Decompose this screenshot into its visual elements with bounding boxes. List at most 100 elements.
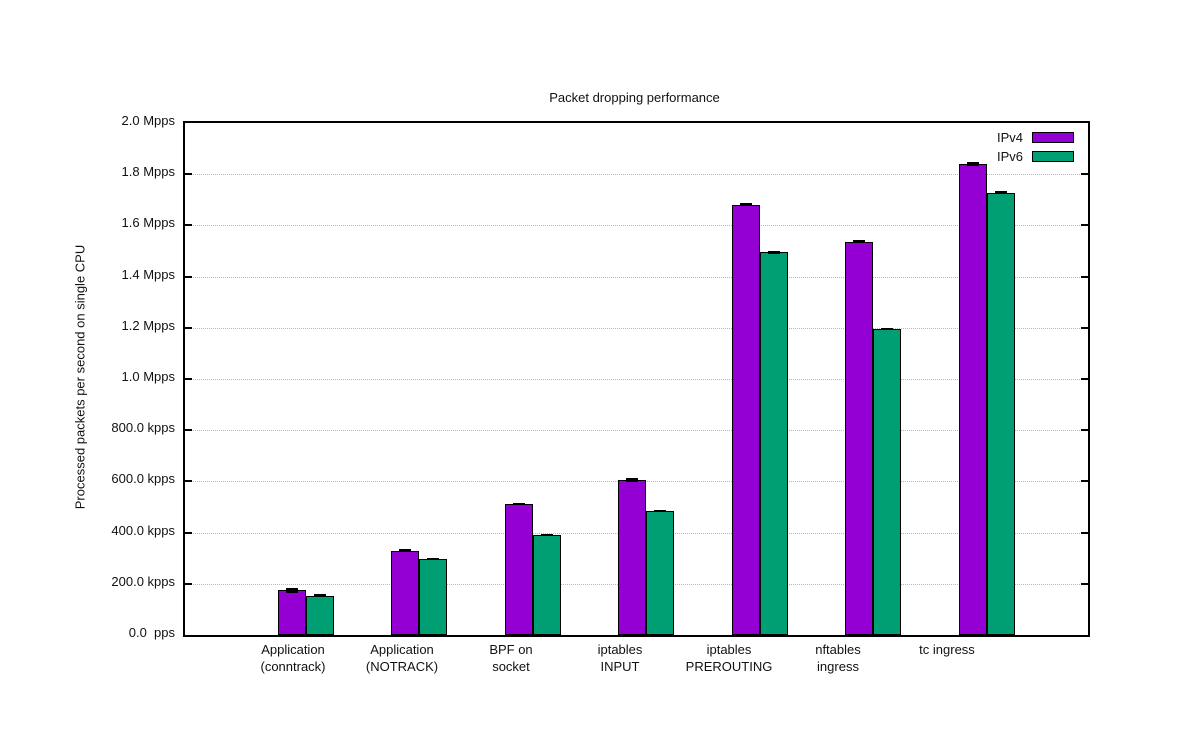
y-tick-label: 200.0 kpps [111, 573, 175, 589]
x-category-label: iptables PREROUTING [654, 641, 804, 675]
error-bar-cap-bottom [427, 557, 440, 560]
legend: IPv4 IPv6 [997, 130, 1074, 164]
bar-ipv4 [958, 163, 987, 635]
x-category-label-line: Application [261, 642, 325, 657]
error-bar-line [631, 478, 634, 483]
error-bar-cap-bottom [654, 510, 667, 513]
legend-row: IPv6 [997, 149, 1074, 164]
bar-ipv6 [532, 535, 561, 635]
x-category-label-line: Application [370, 642, 434, 657]
gridline [185, 174, 1088, 176]
x-category-label: iptables INPUT [545, 641, 695, 675]
y-tick-label: 400.0 kpps [111, 522, 175, 538]
x-category-label-line: (conntrack) [260, 659, 326, 674]
right-tick [1081, 429, 1088, 432]
x-category-label-line: nftables [815, 642, 861, 657]
right-tick [1081, 275, 1088, 278]
bar-ipv6 [759, 252, 788, 635]
error-bar-cap-bottom [626, 480, 639, 483]
bar-ipv4 [391, 550, 420, 635]
error-bar-cap-top [739, 203, 752, 206]
x-category-label-line: (NOTRACK) [365, 659, 439, 674]
x-category-label-line: tc ingress [919, 642, 975, 657]
x-category-label-line: socket [492, 659, 530, 674]
error-bar-cap-top [853, 239, 866, 242]
bar-ipv6 [986, 192, 1015, 635]
y-tick-label: 1.0 Mpps [121, 369, 175, 384]
error-bar-cap-bottom [739, 204, 752, 207]
left-tick [185, 378, 192, 380]
left-tick [185, 224, 192, 227]
left-tick [185, 480, 192, 483]
right-tick [1081, 531, 1088, 534]
error-bar-cap-bottom [767, 251, 780, 254]
error-bar-cap-bottom [512, 503, 525, 506]
right-tick [1081, 326, 1088, 329]
error-bar-cap-bottom [853, 241, 866, 244]
gridline [185, 276, 1088, 278]
bar-ipv6 [419, 558, 448, 635]
x-category-label-line: ingress [817, 659, 859, 674]
x-category-label-line: PREROUTING [685, 659, 773, 674]
x-category-label-line: BPF on [489, 642, 533, 657]
error-bar-cap-bottom [399, 549, 412, 552]
x-category-label: Application (conntrack) [218, 641, 368, 675]
bar-ipv6 [873, 329, 902, 635]
plot-area: IPv4 IPv6 [183, 121, 1090, 637]
x-category-label: Application (NOTRACK) [327, 641, 477, 675]
bar-ipv4 [731, 204, 760, 635]
bar-ipv6 [305, 595, 334, 635]
bar-ipv4 [504, 503, 533, 635]
error-bar-cap-top [994, 191, 1007, 194]
error-bar-cap-bottom [285, 590, 298, 593]
legend-swatch [1032, 151, 1074, 162]
error-bar-cap-bottom [994, 192, 1007, 195]
error-bar-cap-top [626, 478, 639, 481]
y-tick-label: 800.0 kpps [111, 420, 175, 436]
gridline [185, 379, 1088, 380]
legend-swatch [1032, 132, 1074, 143]
error-bar-cap-top [767, 250, 780, 253]
x-category-label: BPF on socket [436, 641, 586, 675]
chart-title: Packet dropping performance [549, 90, 720, 105]
left-tick [185, 275, 192, 278]
x-category-label: nftables ingress [763, 641, 913, 675]
right-tick [1081, 224, 1088, 227]
y-tick-label: 1.2 Mpps [121, 317, 175, 333]
x-category-label-line: INPUT [600, 659, 640, 674]
legend-label: IPv4 [996, 130, 1023, 145]
y-tick-label: 2.0 Mpps [121, 113, 175, 128]
x-category-label-line: iptables [597, 642, 643, 657]
right-tick [1081, 173, 1088, 176]
right-tick [1081, 378, 1088, 380]
right-tick [1081, 582, 1088, 585]
bar-ipv4 [277, 590, 306, 635]
y-tick-label: 0.0 pps [128, 625, 175, 640]
gridline [185, 430, 1088, 432]
gridline [185, 327, 1088, 329]
bar-ipv6 [646, 510, 675, 635]
y-tick-label: 1.6 Mpps [121, 215, 175, 231]
left-tick [185, 173, 192, 176]
legend-label: IPv6 [996, 149, 1023, 164]
error-bar-cap-top [966, 161, 979, 164]
y-tick-label: 1.4 Mpps [121, 266, 175, 282]
x-category-label-line: iptables [706, 642, 752, 657]
error-bar-cap-bottom [313, 594, 326, 597]
y-tick-label: 600.0 kpps [111, 471, 175, 487]
right-tick [1081, 480, 1088, 483]
left-tick [185, 326, 192, 329]
x-category-label: tc ingress [872, 641, 1022, 658]
error-bar-cap-bottom [881, 328, 894, 331]
bar-ipv4 [845, 241, 874, 635]
left-tick [185, 531, 192, 534]
left-tick [185, 582, 192, 585]
gridline [185, 225, 1088, 227]
error-bar-line [971, 161, 974, 167]
y-tick-label: 1.8 Mpps [121, 164, 175, 180]
error-bar-line [290, 587, 293, 593]
error-bar-cap-bottom [540, 534, 553, 537]
left-tick [185, 429, 192, 432]
error-bar-cap-bottom [966, 164, 979, 167]
